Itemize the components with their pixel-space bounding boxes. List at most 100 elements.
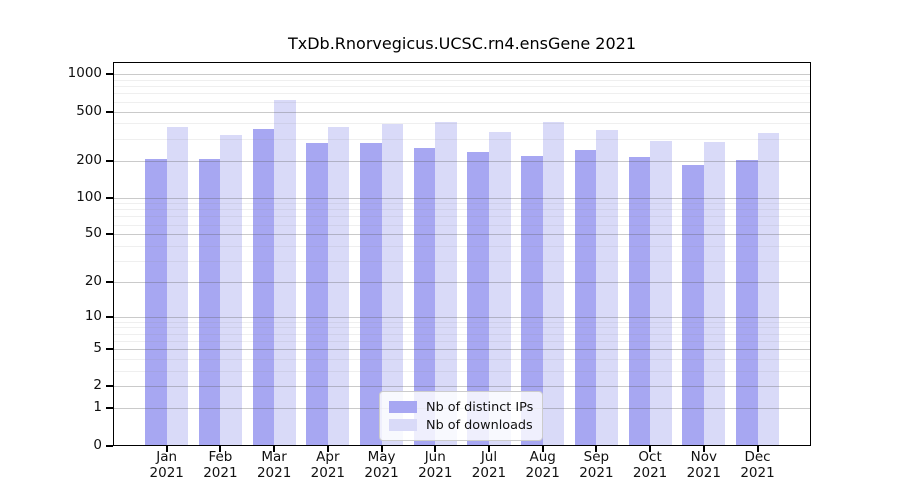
gridline-minor bbox=[113, 138, 811, 140]
gridline-minor bbox=[113, 80, 811, 81]
bar-downloads bbox=[274, 100, 296, 446]
bar-downloads bbox=[435, 122, 457, 446]
bar-distinct-ips bbox=[574, 149, 597, 446]
x-tick-label: Sep 2021 bbox=[561, 449, 631, 481]
x-tick-month: Mar bbox=[261, 449, 287, 465]
gridline-minor bbox=[113, 327, 811, 329]
y-axis-tick bbox=[106, 73, 113, 76]
gridline-minor bbox=[113, 93, 811, 95]
bar-distinct-ips bbox=[521, 155, 543, 446]
gridline-minor bbox=[113, 333, 811, 335]
gridline-major bbox=[113, 160, 811, 162]
x-tick-month: May bbox=[367, 449, 396, 465]
x-axis-tick bbox=[595, 446, 598, 452]
y-tick-label: 100 bbox=[76, 188, 102, 205]
x-tick-year: 2021 bbox=[418, 465, 453, 481]
gridline-minor bbox=[113, 371, 811, 373]
legend-label-downloads: Nb of downloads bbox=[426, 417, 533, 433]
y-tick-label: 20 bbox=[84, 272, 102, 289]
x-tick-label: Aug 2021 bbox=[508, 449, 578, 481]
x-tick-month: Feb bbox=[208, 449, 233, 465]
x-tick-label: Jun 2021 bbox=[400, 449, 470, 481]
x-axis-tick bbox=[487, 446, 490, 452]
bar-downloads bbox=[327, 126, 350, 446]
x-tick-label: Jul 2021 bbox=[454, 449, 524, 481]
x-axis-tick bbox=[756, 446, 759, 452]
legend-swatch-distinct-ips bbox=[389, 401, 417, 413]
y-tick-label: 1000 bbox=[67, 65, 102, 82]
y-axis-tick bbox=[106, 110, 113, 113]
y-tick-label: 10 bbox=[84, 307, 102, 324]
gridline-minor bbox=[113, 340, 811, 342]
x-tick-year: 2021 bbox=[256, 465, 292, 481]
x-tick-year: 2021 bbox=[203, 465, 238, 481]
x-tick-year: 2021 bbox=[310, 465, 345, 481]
y-axis-tick bbox=[106, 407, 113, 410]
bar-distinct-ips bbox=[145, 159, 167, 446]
x-tick-month: Sep bbox=[583, 449, 610, 465]
x-tick-label: Feb 2021 bbox=[185, 449, 255, 481]
y-tick-label: 0 bbox=[93, 436, 102, 453]
x-axis-tick bbox=[326, 446, 329, 452]
x-tick-month: Jun bbox=[424, 449, 446, 465]
y-axis-tick bbox=[106, 280, 113, 283]
gridline-major bbox=[113, 234, 811, 236]
x-tick-month: Apr bbox=[316, 449, 340, 465]
bar-downloads bbox=[650, 141, 672, 446]
gridline-major bbox=[113, 386, 811, 388]
y-tick-label: 1 bbox=[93, 399, 102, 416]
x-tick-year: 2021 bbox=[632, 465, 668, 481]
bar-distinct-ips bbox=[628, 156, 651, 446]
y-axis-tick bbox=[106, 348, 113, 351]
x-axis-tick bbox=[380, 446, 383, 452]
bar-downloads bbox=[703, 142, 726, 446]
bar-distinct-ips bbox=[359, 142, 382, 446]
y-axis-tick bbox=[106, 233, 113, 236]
y-tick-label: 200 bbox=[76, 151, 102, 168]
x-tick-year: 2021 bbox=[740, 465, 775, 481]
y-axis-tick bbox=[106, 385, 113, 388]
x-axis-tick bbox=[434, 446, 437, 452]
gridline-minor bbox=[113, 261, 811, 263]
legend: Nb of distinct IPs Nb of downloads bbox=[379, 391, 543, 441]
gridline-major bbox=[113, 74, 811, 76]
x-axis-tick bbox=[165, 446, 168, 452]
x-tick-year: 2021 bbox=[364, 465, 399, 481]
gridline-major bbox=[113, 197, 811, 199]
gridline-minor bbox=[113, 245, 811, 247]
y-axis-tick bbox=[106, 196, 113, 199]
x-tick-month: Dec bbox=[744, 449, 771, 465]
bar-downloads bbox=[166, 126, 189, 446]
bar-distinct-ips bbox=[682, 165, 704, 446]
x-axis-tick bbox=[702, 446, 705, 452]
x-tick-month: Aug bbox=[529, 449, 556, 465]
gridline-minor bbox=[113, 86, 811, 88]
x-tick-year: 2021 bbox=[149, 465, 184, 481]
x-tick-label: Nov 2021 bbox=[669, 449, 739, 481]
gridline-minor bbox=[113, 224, 811, 226]
x-tick-label: May 2021 bbox=[347, 449, 417, 481]
gridline-minor bbox=[113, 359, 811, 361]
x-tick-month: Jul bbox=[480, 449, 498, 465]
bar-distinct-ips bbox=[306, 142, 328, 446]
bar-distinct-ips bbox=[252, 129, 275, 446]
x-tick-label: Apr 2021 bbox=[293, 449, 363, 481]
bar-distinct-ips bbox=[735, 159, 758, 446]
x-tick-label: Dec 2021 bbox=[723, 449, 793, 481]
x-axis-tick bbox=[649, 446, 652, 452]
gridline-major bbox=[113, 349, 811, 351]
y-tick-label: 5 bbox=[93, 340, 102, 357]
legend-swatch-downloads bbox=[389, 419, 417, 431]
y-axis-tick bbox=[106, 315, 113, 318]
gridline-minor bbox=[113, 216, 811, 218]
bar-downloads bbox=[542, 121, 565, 446]
legend-item-downloads: Nb of downloads bbox=[389, 416, 533, 434]
y-axis-tick bbox=[106, 159, 113, 162]
gridline-minor bbox=[113, 321, 811, 323]
bar-distinct-ips bbox=[467, 151, 489, 446]
x-tick-label: Mar 2021 bbox=[239, 449, 309, 481]
gridline-minor bbox=[113, 209, 811, 211]
legend-item-distinct-ips: Nb of distinct IPs bbox=[389, 398, 533, 416]
plot-area bbox=[113, 62, 811, 446]
